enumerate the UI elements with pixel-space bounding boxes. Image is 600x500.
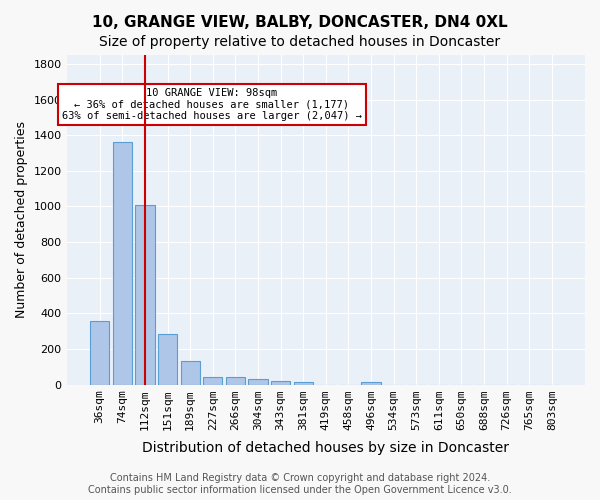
X-axis label: Distribution of detached houses by size in Doncaster: Distribution of detached houses by size … (142, 441, 509, 455)
Bar (136, 204, 155, 384)
Bar (293, 382, 313, 384)
Bar (203, 377, 223, 384)
Text: 10 GRANGE VIEW: 98sqm
← 36% of detached houses are smaller (1,177)
63% of semi-d: 10 GRANGE VIEW: 98sqm ← 36% of detached … (62, 88, 362, 121)
Bar (361, 382, 380, 384)
Text: Contains HM Land Registry data © Crown copyright and database right 2024.
Contai: Contains HM Land Registry data © Crown c… (88, 474, 512, 495)
Bar (226, 377, 245, 384)
Bar (181, 362, 200, 384)
Bar (248, 379, 268, 384)
Bar (90, 322, 109, 384)
Bar (271, 382, 290, 384)
Text: 10, GRANGE VIEW, BALBY, DONCASTER, DN4 0XL: 10, GRANGE VIEW, BALBY, DONCASTER, DN4 0… (92, 15, 508, 30)
Text: Size of property relative to detached houses in Doncaster: Size of property relative to detached ho… (100, 35, 500, 49)
Bar (113, 142, 132, 384)
Y-axis label: Number of detached properties: Number of detached properties (15, 122, 28, 318)
Bar (158, 334, 177, 384)
